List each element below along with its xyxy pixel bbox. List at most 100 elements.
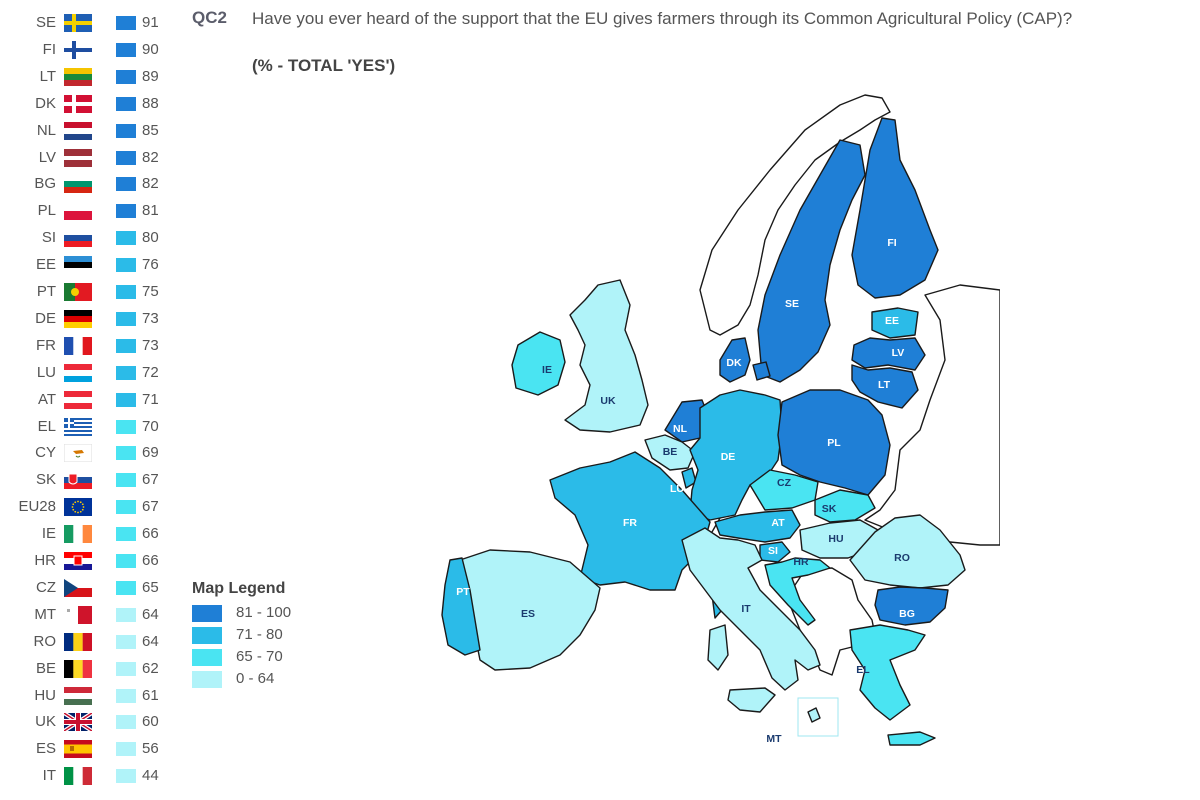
country-code: IE xyxy=(41,525,56,543)
country-cz xyxy=(749,469,819,511)
eu-map-svg: FI SE EE LV LT DK IE UK NL BE LU DE PL C… xyxy=(441,94,1059,753)
country-row-ee: EE 76 xyxy=(0,254,180,276)
value-band-swatch xyxy=(116,123,136,138)
country-value: 90 xyxy=(142,40,159,58)
se-flag-icon xyxy=(64,14,92,32)
country-at xyxy=(714,509,801,543)
country-norway xyxy=(699,94,891,336)
country-row-el: EL 70 xyxy=(0,416,180,438)
country-code: SE xyxy=(35,14,56,31)
country-mt xyxy=(807,707,821,723)
value-band-swatch xyxy=(116,285,136,299)
country-value: 85 xyxy=(142,121,159,139)
country-row-pt: PT 75 xyxy=(0,281,180,303)
value-band-swatch xyxy=(116,258,136,273)
country-row-cy: CY 69 xyxy=(0,442,180,464)
country-value: 66 xyxy=(142,525,159,543)
dk-flag-icon xyxy=(64,94,92,113)
country-row-lv: LV 82 xyxy=(0,147,180,169)
el-flag-icon xyxy=(64,417,92,436)
eu-map: FI SE EE LV LT DK IE UK NL BE LU DE PL C… xyxy=(420,90,1059,760)
eu-flag-icon xyxy=(64,498,92,517)
country-code: PT xyxy=(36,283,56,300)
country-se xyxy=(757,139,866,383)
map-label-hr: HR xyxy=(793,556,809,568)
country-value: 66 xyxy=(142,552,159,569)
value-band-swatch xyxy=(116,688,136,703)
map-label-ee: EE xyxy=(885,315,899,327)
map-label-fi: FI xyxy=(887,237,896,249)
value-band-swatch xyxy=(116,231,136,246)
country-code: EL xyxy=(37,417,56,435)
country-value: 69 xyxy=(142,444,159,462)
ie-flag-icon xyxy=(64,525,93,544)
country-row-de: DE 73 xyxy=(0,308,180,330)
value-band-swatch xyxy=(116,446,136,461)
country-code: LV xyxy=(38,148,56,166)
country-value: 67 xyxy=(142,498,159,516)
legend-swatch xyxy=(192,671,222,688)
country-row-dk: DK 88 xyxy=(0,93,180,115)
country-code: HR xyxy=(34,552,56,569)
at-flag-icon xyxy=(64,390,92,409)
country-code: FR xyxy=(36,336,56,354)
country-code: MT xyxy=(34,605,56,623)
country-code: CY xyxy=(35,444,56,462)
country-value: 73 xyxy=(142,309,159,327)
ro-flag-icon xyxy=(64,632,93,651)
country-row-bg: BG 82 xyxy=(0,173,180,195)
country-it-sardinia xyxy=(707,624,729,671)
country-code: SI xyxy=(41,229,56,247)
country-value: 82 xyxy=(142,148,159,166)
lt-flag-icon xyxy=(64,67,92,86)
country-code: BG xyxy=(34,175,56,193)
legend-swatch xyxy=(192,649,222,666)
country-bg xyxy=(874,586,949,626)
country-value: 64 xyxy=(142,632,159,650)
country-el xyxy=(849,624,926,721)
country-lv xyxy=(851,337,926,371)
legend-label: 71 - 80 xyxy=(236,626,283,643)
country-row-at: AT 71 xyxy=(0,389,180,411)
country-value: 75 xyxy=(142,283,159,300)
country-row-hr: HR 66 xyxy=(0,550,180,572)
map-label-pt: PT xyxy=(456,586,470,598)
country-de xyxy=(689,389,783,521)
country-lt xyxy=(851,364,919,409)
pl-flag-icon xyxy=(64,202,92,221)
legend-swatch xyxy=(192,627,222,644)
bg-flag-icon xyxy=(64,175,92,194)
country-value: 81 xyxy=(142,202,159,220)
cy-flag-icon xyxy=(63,443,93,463)
country-value: 60 xyxy=(142,713,159,731)
value-band-swatch xyxy=(116,580,136,595)
country-row-lu: LU 72 xyxy=(0,362,180,384)
value-band-swatch xyxy=(116,473,136,488)
map-label-sk: SK xyxy=(822,503,837,515)
value-band-swatch xyxy=(116,204,136,219)
value-band-swatch xyxy=(116,16,136,30)
country-code: ES xyxy=(35,740,56,758)
country-value: 56 xyxy=(142,740,159,758)
legend-label: 0 - 64 xyxy=(236,670,275,687)
value-band-swatch xyxy=(116,527,136,542)
value-band-swatch xyxy=(116,661,136,676)
value-band-swatch xyxy=(116,69,136,84)
map-label-fr: FR xyxy=(623,517,637,529)
value-band-swatch xyxy=(116,419,136,434)
country-fi xyxy=(851,117,939,299)
map-label-es: ES xyxy=(521,608,535,620)
map-label-dk: DK xyxy=(726,357,742,369)
map-label-uk: UK xyxy=(600,395,616,407)
country-value: 82 xyxy=(142,175,159,193)
question-unit: (% - TOTAL 'YES') xyxy=(252,56,396,75)
value-band-swatch xyxy=(116,715,136,730)
country-code: AT xyxy=(37,390,56,408)
value-band-swatch xyxy=(116,365,136,380)
value-band-swatch xyxy=(116,607,136,622)
country-be xyxy=(644,434,696,471)
lu-flag-icon xyxy=(64,363,92,382)
value-band-swatch xyxy=(116,177,136,192)
country-value: 67 xyxy=(142,471,159,489)
country-dk xyxy=(719,337,751,383)
